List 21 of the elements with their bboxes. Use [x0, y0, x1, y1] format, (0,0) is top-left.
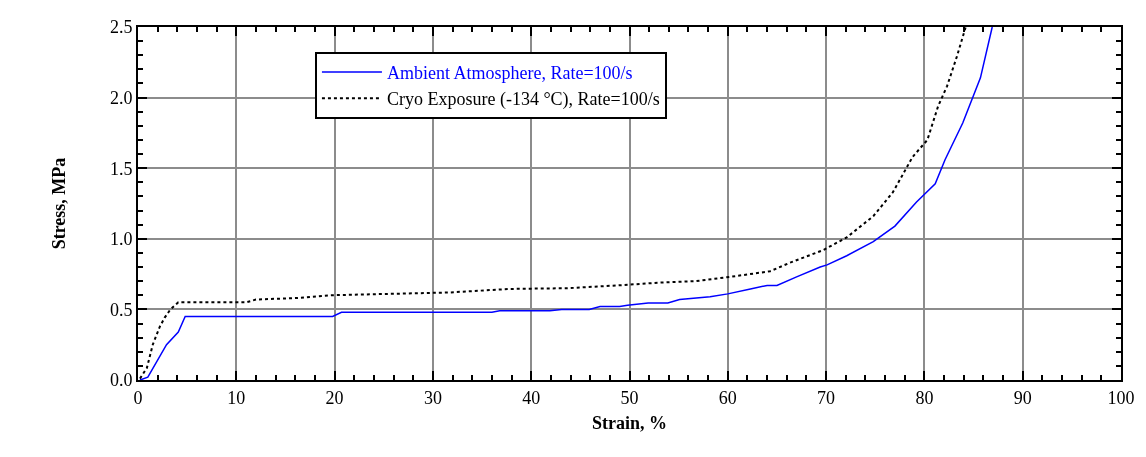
y-tick-label: 2.0 — [109, 87, 133, 108]
y-tick-label: 1.5 — [109, 158, 133, 179]
y-tick-label: 0.0 — [109, 370, 133, 391]
x-tick-label: 10 — [227, 387, 246, 408]
x-tick-label: 20 — [325, 387, 344, 408]
y-tick-label: 1.0 — [109, 229, 133, 250]
y-tick-label: 0.5 — [109, 299, 133, 320]
x-tick-label: 60 — [718, 387, 737, 408]
x-axis-title: Strain, % — [591, 413, 668, 434]
x-tick-label: 40 — [522, 387, 541, 408]
y-axis-title: Stress, MPa — [48, 157, 69, 250]
x-tick-label: 80 — [915, 387, 934, 408]
x-tick-label: 100 — [1107, 387, 1135, 408]
x-tick-label: 70 — [817, 387, 836, 408]
x-tick-label: 50 — [620, 387, 639, 408]
y-tick-label: 2.5 — [109, 17, 133, 38]
x-tick-label: 90 — [1013, 387, 1032, 408]
x-tick-label: 30 — [423, 387, 442, 408]
legend-label: Cryo Exposure (-134 °C), Rate=100/s — [386, 89, 660, 111]
x-tick-label: 0 — [133, 387, 143, 408]
legend-label: Ambient Atmosphere, Rate=100/s — [386, 62, 633, 83]
